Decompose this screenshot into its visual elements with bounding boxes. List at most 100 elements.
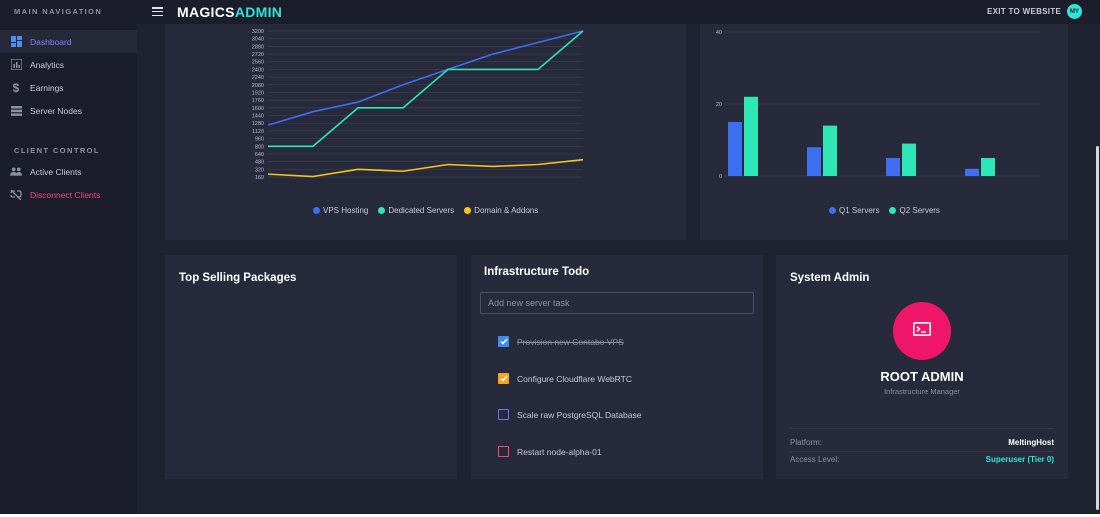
sidebar-item-server-nodes[interactable]: Server Nodes xyxy=(0,99,137,122)
server-icon xyxy=(10,105,22,117)
sidebar-item-label: Disconnect Clients xyxy=(30,189,101,200)
admin-name: ROOT ADMIN xyxy=(880,369,964,384)
todo-label: Provision new Contabo VPS xyxy=(517,336,624,347)
card-title: System Admin xyxy=(790,272,870,284)
platform-value: MeltingHost xyxy=(1008,438,1054,447)
y-tick-label: 1280 xyxy=(252,121,264,127)
divider xyxy=(790,428,1054,429)
todo-item[interactable]: Provision new Contabo VPS xyxy=(498,336,624,347)
access-level-label: Access Level: xyxy=(790,455,840,464)
todo-label: Restart node-alpha-01 xyxy=(517,446,602,457)
access-level-value[interactable]: Superuser (Tier 0) xyxy=(985,455,1054,464)
y-tick-label: 1120 xyxy=(252,129,264,135)
legend-item[interactable]: Dedicated Servers xyxy=(378,206,454,215)
sidebar-item-label: Dashboard xyxy=(30,36,72,47)
bottom-edge xyxy=(0,514,1100,517)
y-tick-label: 640 xyxy=(255,152,264,158)
legend-item[interactable]: Q1 Servers xyxy=(829,206,879,215)
sidebar-item-dashboard[interactable]: Dashboard xyxy=(0,30,137,53)
system-admin-card: System Admin ROOT ADMIN Infrastructure M… xyxy=(776,255,1068,479)
bar xyxy=(902,143,916,176)
todo-item[interactable]: Scale raw PostgreSQL Database xyxy=(498,409,641,420)
dashboard-icon xyxy=(10,36,22,48)
sidebar-item-disconnect-clients[interactable]: Disconnect Clients xyxy=(0,183,137,206)
y-tick-label: 2560 xyxy=(252,60,264,66)
sidebar: MAIN NAVIGATION Dashboard Analytics $ Ea… xyxy=(0,0,137,517)
series-line xyxy=(267,158,584,178)
avatar[interactable]: MY xyxy=(1067,4,1082,19)
y-tick-label: 320 xyxy=(255,167,264,173)
todo-item[interactable]: Restart node-alpha-01 xyxy=(498,446,602,457)
sidebar-item-analytics[interactable]: Analytics xyxy=(0,53,137,76)
y-tick-label: 2240 xyxy=(252,75,264,81)
admin-role: Infrastructure Manager xyxy=(884,387,960,396)
bar xyxy=(886,158,900,176)
client-control-heading: CLIENT CONTROL xyxy=(14,146,100,155)
y-tick-label: 2720 xyxy=(252,52,264,58)
bar xyxy=(981,158,995,176)
y-tick-label: 1600 xyxy=(252,106,264,112)
y-tick-label: 1440 xyxy=(252,114,264,120)
y-tick-label: 3200 xyxy=(252,29,264,35)
menu-icon[interactable] xyxy=(152,7,163,16)
bar xyxy=(807,147,821,176)
todo-label: Scale raw PostgreSQL Database xyxy=(517,409,642,420)
y-tick-label: 40 xyxy=(716,30,722,36)
bar xyxy=(965,168,979,176)
y-tick-label: 960 xyxy=(255,137,264,143)
sidebar-item-label: Active Clients xyxy=(30,166,82,177)
bar-chart-card: 0 20 40 Q1 Servers Q2 Servers xyxy=(700,24,1068,240)
checkbox-icon[interactable] xyxy=(498,446,509,457)
y-tick-label: 160 xyxy=(255,175,264,181)
scrollbar[interactable] xyxy=(1096,146,1099,510)
legend-item[interactable]: VPS Hosting xyxy=(313,206,368,215)
analytics-icon xyxy=(10,59,22,71)
checkbox-icon[interactable] xyxy=(498,409,509,420)
bar xyxy=(728,122,742,176)
main-nav-heading: MAIN NAVIGATION xyxy=(14,7,103,16)
y-tick-label: 480 xyxy=(255,160,264,166)
sidebar-item-active-clients[interactable]: Active Clients xyxy=(0,160,137,183)
bar-chart-legend: Q1 Servers Q2 Servers xyxy=(829,206,940,215)
divider xyxy=(790,451,1054,452)
series-line xyxy=(268,30,584,148)
bar xyxy=(744,96,758,176)
platform-label: Platform: xyxy=(790,438,823,447)
card-title: Top Selling Packages xyxy=(179,272,297,284)
top-bar: MAGICSADMIN EXIT TO WEBSITE MY xyxy=(137,0,1100,24)
y-tick-label: 1920 xyxy=(252,90,264,96)
legend-item[interactable]: Q2 Servers xyxy=(889,206,940,215)
sidebar-item-label: Analytics xyxy=(30,59,65,70)
y-tick-label: 1760 xyxy=(252,98,264,104)
sidebar-item-earnings[interactable]: $ Earnings xyxy=(0,76,137,99)
todo-item[interactable]: Configure Cloudflare WebRTC xyxy=(498,373,632,384)
line-chart-legend: VPS Hosting Dedicated Servers Domain & A… xyxy=(313,206,538,215)
link-off-icon xyxy=(10,189,22,201)
bar-chart: 0 20 40 xyxy=(716,30,1040,180)
new-task-input[interactable] xyxy=(480,292,754,314)
checkbox-checked-icon[interactable] xyxy=(498,336,509,347)
y-tick-label: 3040 xyxy=(252,37,264,43)
dollar-icon: $ xyxy=(12,80,20,95)
series-line xyxy=(267,30,584,126)
exit-to-website-link[interactable]: EXIT TO WEBSITE xyxy=(987,7,1062,16)
legend-item[interactable]: Domain & Addons xyxy=(464,206,538,215)
access-level-row: Access Level: Superuser (Tier 0) xyxy=(790,455,1054,464)
checkbox-checked-icon[interactable] xyxy=(498,373,509,384)
platform-row: Platform: MeltingHost xyxy=(790,438,1054,447)
sidebar-item-label: Earnings xyxy=(30,82,64,93)
admin-avatar xyxy=(893,302,951,360)
people-icon xyxy=(10,166,22,178)
terminal-icon xyxy=(913,321,931,341)
y-tick-label: 20 xyxy=(716,102,722,108)
y-tick-label: 800 xyxy=(255,144,264,150)
sidebar-item-label: Server Nodes xyxy=(30,105,82,116)
top-selling-card: Top Selling Packages xyxy=(165,255,457,479)
line-chart-card: 160 320 480 640 800 960 1120 1280 1440 1600 1760 19… xyxy=(165,24,686,240)
y-tick-label: 2880 xyxy=(252,44,264,50)
todo-card: Infrastructure Todo Provision new Contab… xyxy=(471,255,763,479)
brand-logo[interactable]: MAGICSADMIN xyxy=(177,4,283,20)
y-tick-label: 2080 xyxy=(252,83,264,89)
y-tick-label: 2400 xyxy=(252,67,264,73)
